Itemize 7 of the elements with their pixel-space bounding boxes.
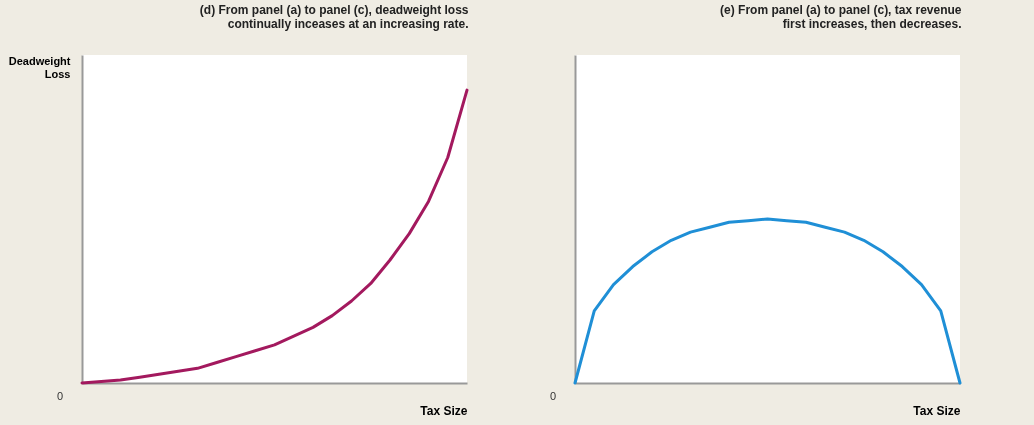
text: 0 [549,390,557,402]
x-axis-title: Tax Size [913,403,961,418]
y-axis-title: Deadweight Loss [8,54,71,80]
chart-title: (e) From panel (a) to panel (c), tax revenue first increases, then decreases. [720,3,962,31]
x-axis-title: Tax Size [420,403,468,418]
chart-title: (d) From panel (a) to panel (c), deadweight loss continually inceases at an increasing rate. [199,3,469,31]
text: 0 [56,390,64,402]
